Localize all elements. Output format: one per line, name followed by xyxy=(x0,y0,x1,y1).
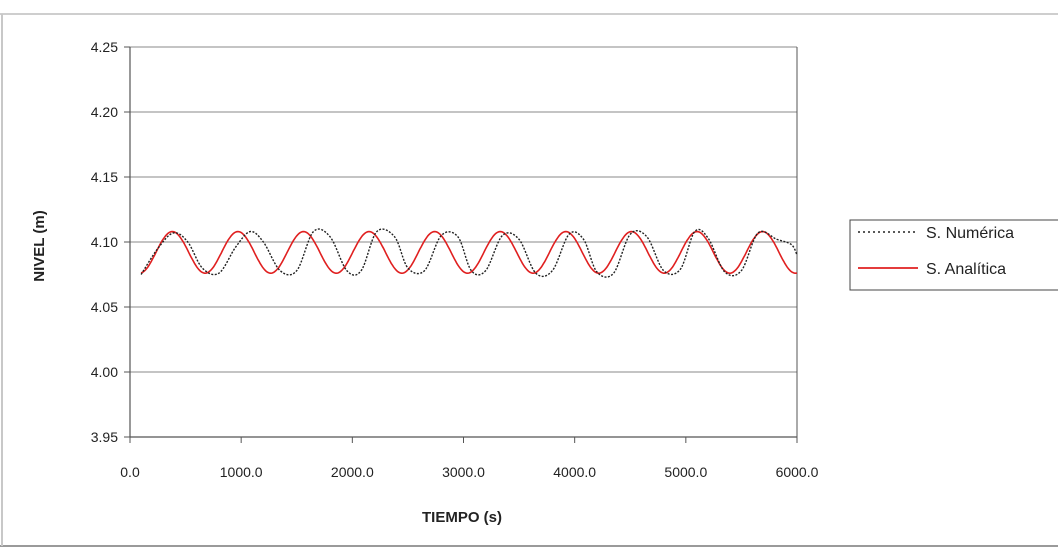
x-tick-label: 1000.0 xyxy=(220,464,263,480)
y-axis-title: NIVEL (m) xyxy=(31,210,48,281)
series-numerica-line xyxy=(140,228,798,278)
x-tick-label: 4000.0 xyxy=(553,464,596,480)
y-tick-label: 4.10 xyxy=(91,234,118,250)
x-tick-label: 2000.0 xyxy=(331,464,374,480)
legend-label-analitica: S. Analítica xyxy=(926,261,1006,278)
y-tick-label: 4.05 xyxy=(91,299,118,315)
y-tick-label: 4.15 xyxy=(91,169,118,185)
x-tick-label: 6000.0 xyxy=(776,464,819,480)
legend: S. Numérica S. Analítica xyxy=(849,219,1058,291)
axes xyxy=(124,46,798,443)
x-axis-title: TIEMPO (s) xyxy=(422,509,502,526)
x-tick-label: 5000.0 xyxy=(664,464,707,480)
gridlines xyxy=(130,46,797,373)
x-tick-label: 3000.0 xyxy=(442,464,485,480)
y-tick-label: 4.20 xyxy=(91,104,118,120)
x-tick-labels: 0.0 1000.0 2000.0 3000.0 4000.0 5000.0 6000.0 xyxy=(120,464,818,480)
y-tick-label: 4.00 xyxy=(91,364,118,380)
y-tick-label: 3.95 xyxy=(91,429,118,445)
y-tick-label: 4.25 xyxy=(91,39,118,55)
x-tick-label: 0.0 xyxy=(120,464,140,480)
series-lines xyxy=(140,228,798,278)
series-analitica-line xyxy=(140,230,798,274)
legend-label-numerica: S. Numérica xyxy=(926,225,1014,242)
y-tick-labels: 4.25 4.20 4.15 4.10 4.05 4.00 3.95 xyxy=(91,39,118,445)
